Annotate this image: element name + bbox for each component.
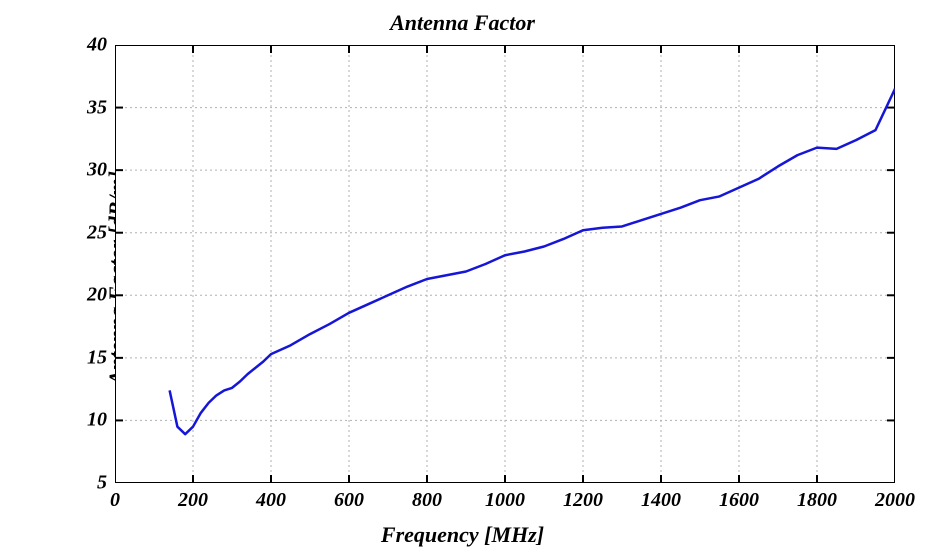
- x-tick-label: 1400: [641, 489, 681, 512]
- x-tick-label: 800: [412, 489, 442, 512]
- x-tick-label: 2000: [875, 489, 915, 512]
- y-tick-label: 25: [67, 221, 107, 244]
- plot-svg: [115, 45, 895, 483]
- x-tick-label: 600: [334, 489, 364, 512]
- y-tick-label: 15: [67, 346, 107, 369]
- x-tick-label: 400: [256, 489, 286, 512]
- x-tick-label: 1800: [797, 489, 837, 512]
- x-tick-label: 200: [178, 489, 208, 512]
- y-tick-label: 40: [67, 34, 107, 57]
- antenna-factor-chart: Antenna Factor Antenna Factor [dB/m] Fre…: [0, 0, 925, 556]
- y-tick-label: 5: [67, 472, 107, 495]
- y-tick-label: 10: [67, 409, 107, 432]
- x-tick-label: 1200: [563, 489, 603, 512]
- x-tick-label: 1000: [485, 489, 525, 512]
- y-tick-label: 35: [67, 96, 107, 119]
- x-axis-label: Frequency [MHz]: [0, 522, 925, 548]
- y-tick-label: 30: [67, 159, 107, 182]
- chart-title: Antenna Factor: [0, 10, 925, 36]
- plot-area: [115, 45, 895, 483]
- x-tick-label: 0: [110, 489, 120, 512]
- y-tick-label: 20: [67, 284, 107, 307]
- x-tick-label: 1600: [719, 489, 759, 512]
